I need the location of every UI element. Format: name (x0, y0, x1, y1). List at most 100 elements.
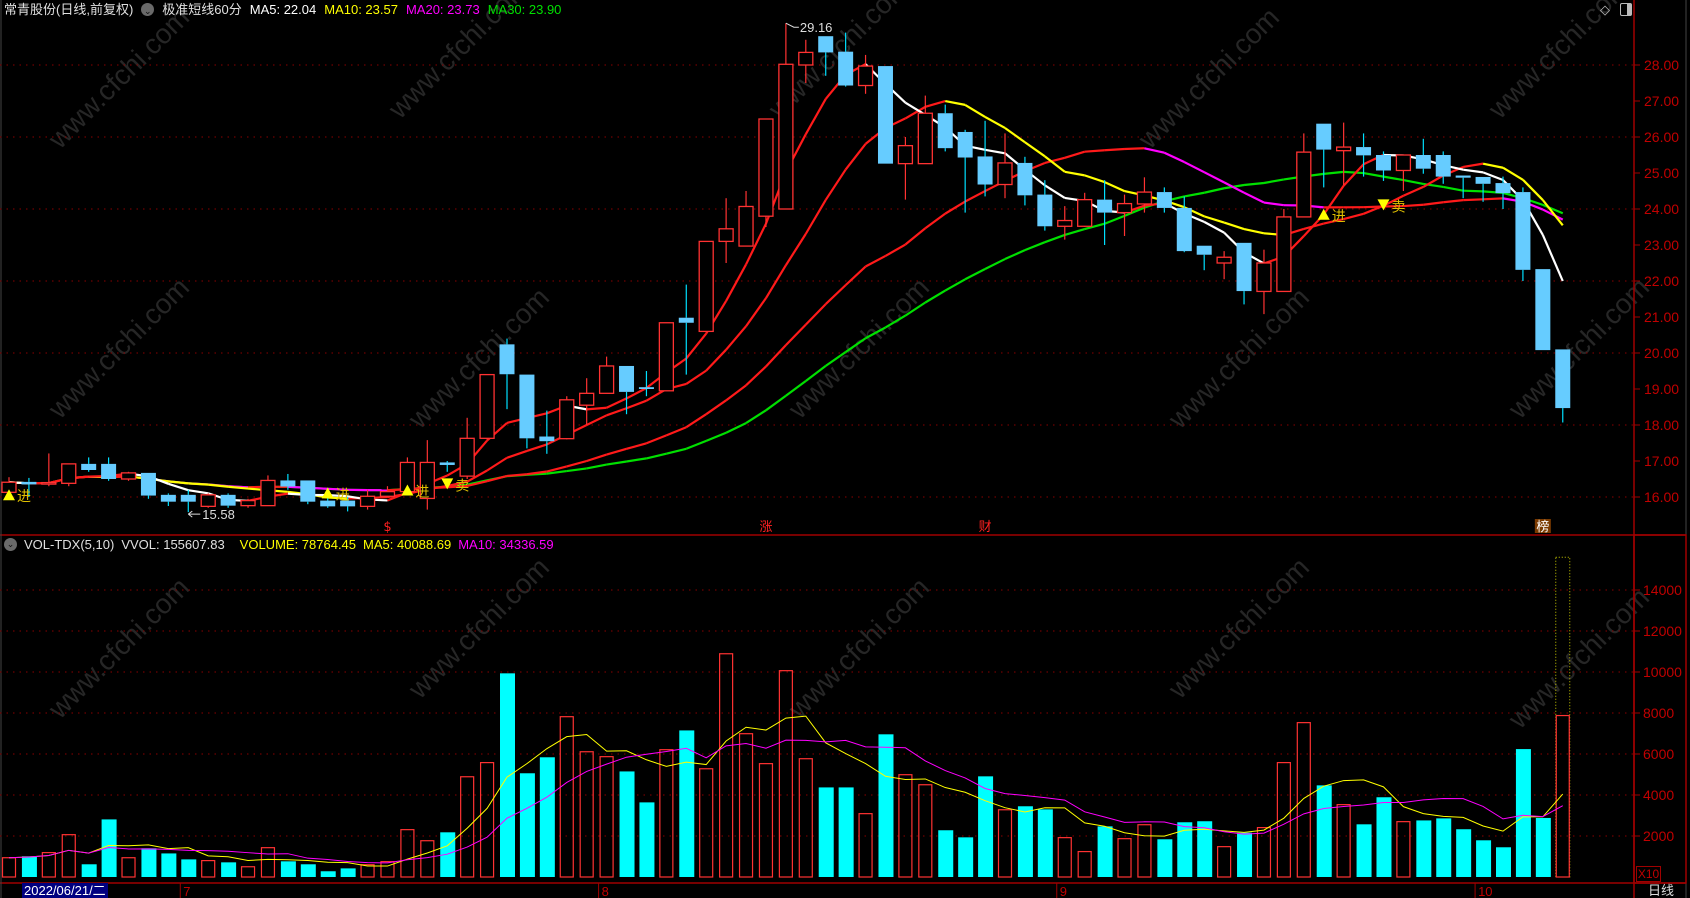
candle[interactable] (1296, 133, 1312, 218)
candle[interactable] (818, 36, 834, 76)
volume-bar[interactable] (958, 837, 974, 877)
event-marker[interactable]: 涨 (759, 520, 772, 535)
volume-bar[interactable] (1476, 840, 1492, 877)
candle[interactable] (140, 472, 156, 499)
candle[interactable] (539, 410, 555, 454)
candle[interactable] (120, 471, 137, 481)
volume-bar[interactable] (1456, 829, 1472, 877)
candle[interactable] (698, 240, 714, 333)
candle[interactable] (379, 486, 396, 497)
volume-bar[interactable] (878, 734, 894, 877)
candle[interactable] (1515, 187, 1531, 281)
volume-bar[interactable] (1316, 785, 1332, 877)
candle[interactable] (778, 23, 794, 210)
volume-bar[interactable] (181, 859, 197, 877)
volume-bar[interactable] (1336, 804, 1351, 878)
volume-bar[interactable] (1416, 820, 1432, 877)
volume-bar[interactable] (699, 768, 714, 878)
volume-bar[interactable] (1217, 846, 1232, 878)
candle[interactable] (399, 457, 416, 494)
candle[interactable] (1435, 151, 1451, 184)
volume-bar[interactable] (81, 864, 97, 877)
candle[interactable] (160, 493, 176, 506)
candle[interactable] (1116, 194, 1133, 236)
volume-bar[interactable] (599, 756, 614, 878)
candle[interactable] (598, 356, 615, 394)
volume-bar[interactable] (1037, 809, 1053, 877)
candle[interactable] (559, 396, 575, 440)
candle[interactable] (917, 95, 933, 165)
volume-bar[interactable] (1077, 850, 1092, 878)
volume-bar[interactable] (818, 787, 834, 877)
candle[interactable] (439, 461, 455, 472)
candle[interactable] (758, 118, 774, 227)
candle[interactable] (180, 489, 196, 513)
volume-bar[interactable] (519, 773, 535, 877)
volume-bar[interactable] (559, 716, 574, 878)
volume-bar[interactable] (619, 771, 635, 877)
volume-bar[interactable] (240, 866, 256, 878)
volume-bar[interactable] (400, 829, 415, 878)
volume-bar[interactable] (141, 848, 157, 877)
candle[interactable] (1196, 245, 1212, 271)
volume-bar[interactable] (1256, 826, 1272, 878)
candle[interactable] (1415, 138, 1431, 174)
volume-bar[interactable] (460, 776, 475, 878)
candle[interactable] (21, 477, 37, 497)
volume-bar[interactable] (898, 774, 913, 878)
candle[interactable] (1276, 209, 1292, 293)
candle[interactable] (419, 440, 435, 510)
candle[interactable] (320, 497, 336, 508)
candle[interactable] (1136, 177, 1153, 213)
volume-bar[interactable] (997, 809, 1013, 878)
candle[interactable] (619, 365, 635, 415)
volume-bar[interactable] (1017, 806, 1033, 877)
chevron-down-icon[interactable]: ⌄ (141, 3, 155, 16)
candle[interactable] (260, 475, 276, 507)
volume-bar[interactable] (1515, 749, 1531, 877)
volume-bar[interactable] (918, 784, 933, 878)
candle[interactable] (101, 457, 117, 481)
volume-bar[interactable] (659, 749, 674, 878)
volume-bar[interactable] (1376, 797, 1392, 877)
volume-bar[interactable] (41, 852, 56, 878)
candle[interactable] (499, 338, 515, 410)
candle[interactable] (997, 133, 1013, 199)
volume-bar[interactable] (639, 802, 655, 877)
volume-bar[interactable] (1237, 832, 1253, 877)
volume-bar[interactable] (1356, 824, 1372, 877)
chevron-down-icon[interactable]: ⌄ (4, 537, 17, 551)
candle[interactable] (1335, 122, 1352, 186)
candle[interactable] (857, 54, 874, 94)
volume-bar[interactable] (300, 864, 316, 877)
candle[interactable] (1356, 133, 1372, 177)
candle[interactable] (1455, 175, 1471, 199)
candle[interactable] (1475, 176, 1491, 202)
volume-bar[interactable] (1137, 824, 1152, 878)
candle[interactable] (977, 120, 993, 197)
volume-bar[interactable] (380, 861, 395, 878)
candle[interactable] (200, 493, 216, 508)
volume-bar[interactable] (1157, 839, 1173, 877)
candle[interactable] (1375, 151, 1391, 181)
candle[interactable] (61, 463, 77, 487)
volume-bar[interactable] (1555, 714, 1570, 878)
candle[interactable] (340, 497, 356, 512)
candle[interactable] (798, 39, 814, 83)
volume-bar[interactable] (1177, 822, 1193, 877)
volume-bar[interactable] (360, 864, 375, 878)
candle[interactable] (877, 66, 893, 164)
candle[interactable] (579, 378, 595, 425)
volume-bar[interactable] (978, 776, 994, 877)
volume-bar[interactable] (21, 856, 37, 877)
candle[interactable] (1495, 176, 1511, 209)
volume-bar[interactable] (61, 834, 76, 878)
volume-bar[interactable] (121, 857, 136, 878)
volume-bar[interactable] (838, 787, 854, 877)
candle[interactable] (897, 137, 914, 200)
volume-bar[interactable] (1197, 821, 1213, 877)
period-label[interactable]: 日线 (1648, 883, 1675, 898)
volume-bar[interactable] (938, 830, 954, 877)
candle[interactable] (1017, 156, 1033, 206)
volume-bar[interactable] (539, 757, 555, 877)
